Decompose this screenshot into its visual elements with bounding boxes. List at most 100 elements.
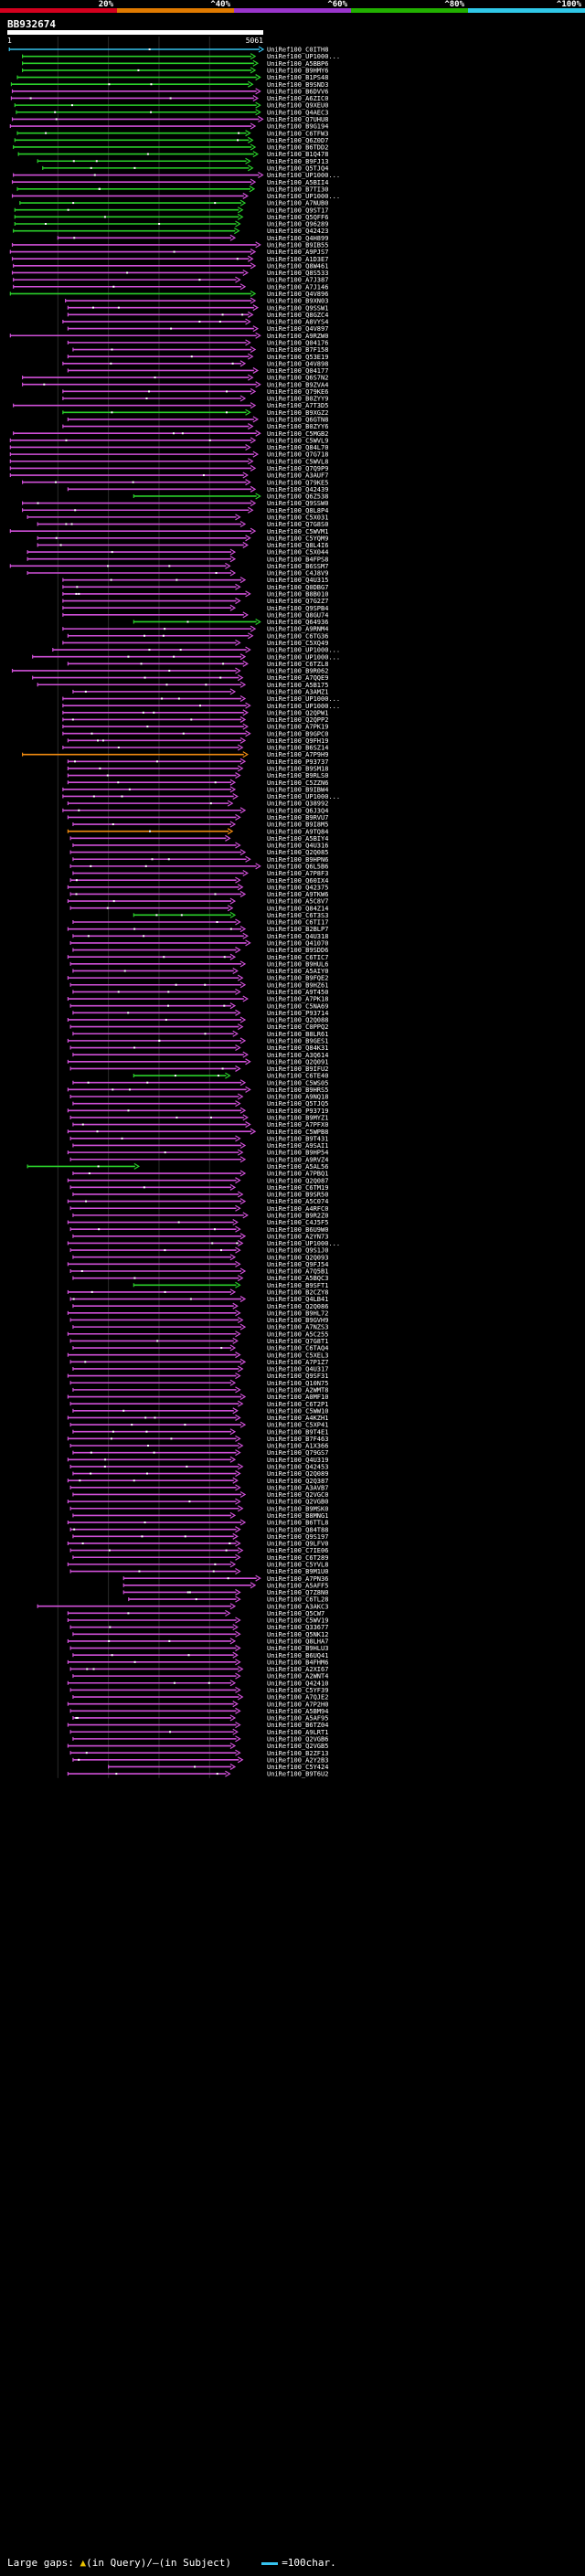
- gap-marker: [144, 1521, 146, 1524]
- hit-end-arrow: [250, 122, 257, 130]
- hit-end-arrow: [255, 381, 261, 388]
- hit-name: UniRef100_C5XP41: [267, 1422, 328, 1429]
- hit-name: UniRef100_Q64936: [267, 619, 328, 626]
- hit-end-arrow: [248, 136, 254, 143]
- hit-end-arrow: [235, 1645, 241, 1652]
- hit-end-arrow: [250, 500, 257, 507]
- gap-marker: [117, 747, 120, 748]
- hit-name: UniRef100_Q6L5B6: [267, 863, 328, 870]
- gap-marker: [214, 1563, 217, 1565]
- gap-marker: [144, 1416, 147, 1419]
- gap-marker: [146, 153, 149, 155]
- hit-end-arrow: [242, 1114, 249, 1121]
- hit-name: UniRef100_B9R062: [267, 668, 328, 675]
- hit-end-arrow: [258, 172, 264, 179]
- hit-end-arrow: [239, 1170, 247, 1177]
- scale-label: ^100%: [557, 0, 582, 9]
- gap-marker: [148, 649, 151, 652]
- gap-marker: [104, 1458, 107, 1461]
- gap-marker: [131, 1424, 133, 1426]
- hit-name: UniRef100_C5X044: [267, 549, 328, 557]
- hit-end-arrow: [249, 186, 256, 193]
- gap-marker: [145, 1472, 148, 1475]
- gap-marker: [144, 864, 147, 867]
- gap-marker: [127, 1612, 130, 1615]
- gap-marker: [169, 97, 172, 100]
- hit-name: UniRef100_Q5CW7: [267, 1610, 324, 1617]
- gap-marker: [73, 760, 76, 763]
- hit-end-arrow: [229, 1428, 237, 1436]
- hit-name: UniRef100_A8VYS4: [267, 319, 328, 326]
- query-bar: 1 5061: [7, 30, 263, 45]
- gap-marker: [198, 320, 201, 323]
- hit-end-arrow: [250, 67, 257, 74]
- hit-name: UniRef100_C7IE06: [267, 1547, 328, 1554]
- hit-end-arrow: [229, 234, 237, 241]
- hit-end-arrow: [239, 890, 247, 897]
- hit-name: UniRef100_P93714: [267, 1010, 328, 1017]
- gap-marker: [241, 313, 244, 316]
- hit-name: UniRef100_A9SAI1: [267, 1142, 328, 1150]
- hit-end-arrow: [250, 387, 257, 395]
- gap-marker: [153, 1451, 155, 1454]
- hit-end-arrow: [229, 821, 237, 828]
- gap-marker: [90, 864, 92, 867]
- gap-marker: [92, 1668, 95, 1670]
- gap-marker: [97, 1165, 100, 1168]
- hit-end-arrow: [232, 1624, 239, 1631]
- gap-marker: [75, 879, 78, 882]
- hit-end-arrow: [250, 437, 257, 444]
- hit-end-arrow: [252, 151, 260, 158]
- hit-name: UniRef100_A7PK18: [267, 996, 328, 1003]
- hit-end-arrow: [239, 1198, 247, 1205]
- hit-end-arrow: [250, 297, 257, 304]
- hit-name: UniRef100_B9IFU2: [267, 1065, 328, 1073]
- hit-name: UniRef100_Q4U319: [267, 1457, 328, 1464]
- gap-marker: [209, 802, 212, 805]
- hit-name: UniRef100_A3AMZ1: [267, 688, 328, 695]
- hit-end-arrow: [235, 772, 241, 779]
- gap-marker: [220, 1249, 223, 1252]
- hit-name: UniRef100_P93719: [267, 1108, 328, 1115]
- hit-name: UniRef100_Q5TJQ4: [267, 164, 328, 172]
- gap-marker: [148, 48, 151, 50]
- hit-name: UniRef100_Q42453: [267, 1464, 328, 1471]
- hit-name: UniRef100_A3Q614: [267, 1052, 328, 1059]
- hit-end-arrow: [229, 1511, 237, 1519]
- gap-marker: [176, 1116, 178, 1118]
- hit-end-arrow: [235, 1352, 241, 1359]
- hit-name: UniRef100_B9HUL6: [267, 960, 328, 968]
- hit-name: UniRef100_Q4V896: [267, 291, 328, 298]
- gap-marker: [143, 634, 145, 637]
- gap-marker: [207, 1681, 210, 1684]
- gap-marker: [85, 1200, 88, 1203]
- gap-marker: [128, 1088, 131, 1091]
- gap-marker: [218, 320, 221, 323]
- hit-name: UniRef100_C6TZL8: [267, 661, 328, 668]
- hit-end-arrow: [235, 813, 241, 821]
- gap-marker: [85, 1752, 88, 1754]
- hit-name: UniRef100_B6TZ04: [267, 1722, 328, 1729]
- scale-label: ^40%: [210, 0, 230, 9]
- hit-name: UniRef100_Q79KE6: [267, 388, 328, 396]
- hit-name: UniRef100_A2WNT4: [267, 1673, 328, 1680]
- hit-name: UniRef100_Q10N75: [267, 1380, 328, 1387]
- hit-name: UniRef100_Q7G718: [267, 451, 328, 459]
- gap-marker: [151, 858, 154, 861]
- hit-end-arrow: [242, 472, 249, 479]
- gap-marker: [96, 1130, 99, 1133]
- hit-end-arrow: [235, 1065, 241, 1072]
- gap-marker: [84, 1361, 87, 1363]
- hit-end-arrow: [239, 849, 247, 856]
- gap-marker: [164, 1290, 166, 1293]
- gap-marker: [90, 1451, 92, 1454]
- gap-marker: [108, 1549, 111, 1552]
- gap-marker: [98, 1228, 101, 1231]
- hit-name: UniRef100_B6DVV6: [267, 88, 328, 95]
- hit-end-arrow: [229, 1379, 237, 1386]
- scale-segment: [0, 8, 117, 13]
- hit-name: UniRef100_B9SND3: [267, 81, 328, 89]
- hit-name: UniRef100_B9T4E1: [267, 1428, 328, 1436]
- hit-name: UniRef100_Q7G8S0: [267, 521, 328, 528]
- hit-end-arrow: [248, 374, 254, 381]
